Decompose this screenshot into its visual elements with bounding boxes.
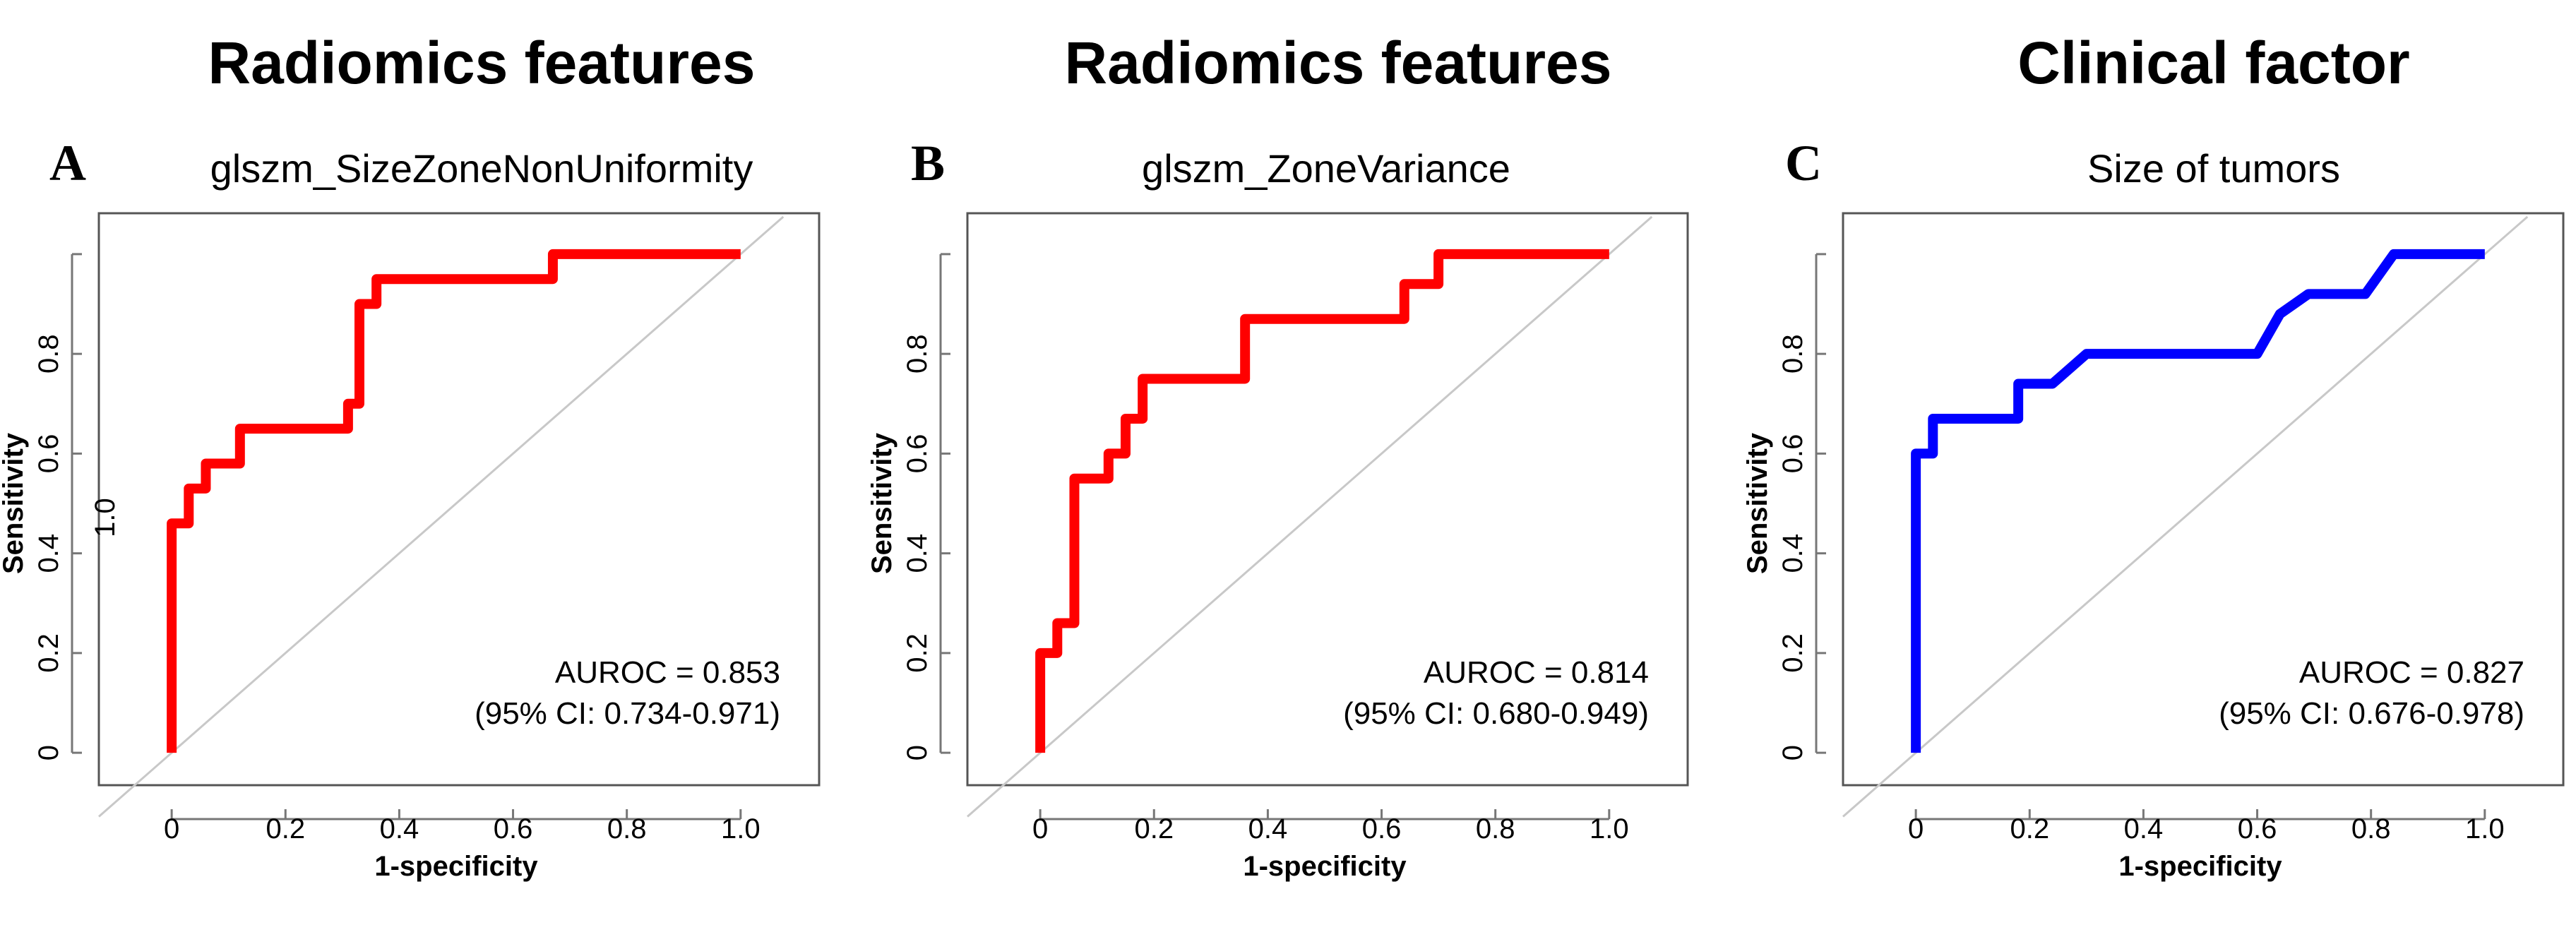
x-tick-label: 0.4 (1248, 813, 1288, 845)
x-tick-label: 0.8 (607, 813, 647, 845)
x-tick-label: 0.2 (2010, 813, 2049, 845)
y-tick-label: 0.2 (902, 633, 933, 673)
y-tick-label: 0.8 (1777, 334, 1808, 374)
roc-panel-b: Radiomics features B glszm_ZoneVariance 0 0.… (866, 30, 1689, 882)
column-header: Radiomics features (1065, 30, 1612, 96)
panel-letter: C (1785, 135, 1822, 191)
y-tick-label: 0.6 (33, 434, 64, 474)
x-tick-label: 0.4 (2124, 813, 2164, 845)
panel-title: Size of tumors (2087, 146, 2340, 191)
auroc-value: AUROC = 0.827 (2299, 655, 2524, 690)
x-tick-label: 0.6 (494, 813, 533, 845)
auroc-ci: (95% CI: 0.680-0.949) (1343, 696, 1649, 731)
y-axis-label: Sensitivity (1742, 432, 1773, 574)
y-tick-label: 0.6 (902, 434, 933, 474)
stray-y-label: 1.0 (90, 498, 121, 537)
x-axis-label: 1-specificity (1243, 851, 1407, 882)
x-tick-label: 0.2 (266, 813, 305, 845)
y-tick-label: 0.6 (1777, 434, 1808, 474)
x-axis-label: 1-specificity (2118, 851, 2282, 882)
x-tick-label: 1.0 (1590, 813, 1629, 845)
panel-letter: A (49, 135, 86, 191)
roc-curve-line (1035, 249, 1609, 753)
plot-frame (1842, 212, 2565, 787)
y-axis-label: Sensitivity (866, 432, 898, 574)
y-tick-label: 0.4 (33, 534, 64, 573)
x-tick-label: 1.0 (2465, 813, 2505, 845)
roc-panel-c: Clinical factor C Size of tumors 0 0.2 0.4 0.6… (1742, 30, 2565, 882)
roc-panel-a: Radiomics features A glszm_SizeZoneNonUnif… (0, 30, 821, 882)
x-tick-label: 0.2 (1134, 813, 1174, 845)
column-header: Radiomics features (208, 30, 756, 96)
y-tick-label: 0.2 (1777, 633, 1808, 673)
panel-title: glszm_SizeZoneNonUniformity (210, 146, 753, 191)
roc-curve-line (167, 249, 741, 753)
x-tick-label: 0 (1032, 813, 1048, 845)
reference-diagonal (1842, 215, 2529, 818)
roc-curve-line (1911, 249, 2485, 753)
plot-frame (97, 212, 821, 787)
y-tick-label: 0.4 (902, 534, 933, 573)
auroc-value: AUROC = 0.814 (1424, 655, 1649, 690)
y-tick-label: 0.2 (33, 633, 64, 673)
x-tick-label: 0.6 (1362, 813, 1402, 845)
y-axis-label: Sensitivity (0, 432, 29, 574)
panel-letter: B (911, 135, 945, 191)
plot-frame (966, 212, 1689, 787)
x-tick-label: 1.0 (721, 813, 761, 845)
auroc-ci: (95% CI: 0.676-0.978) (2219, 696, 2524, 731)
panel-title: glszm_ZoneVariance (1142, 146, 1510, 191)
x-tick-label: 0.8 (2351, 813, 2391, 845)
x-tick-label: 0.8 (1476, 813, 1515, 845)
y-tick-label: 0.8 (33, 334, 64, 374)
auroc-ci: (95% CI: 0.734-0.971) (475, 696, 780, 731)
x-tick-label: 0.6 (2238, 813, 2277, 845)
x-tick-label: 0 (164, 813, 179, 845)
x-tick-label: 0.4 (380, 813, 419, 845)
reference-diagonal (967, 215, 1653, 818)
x-tick-label: 0 (1908, 813, 1924, 845)
y-tick-label: 0.4 (1777, 534, 1808, 573)
y-tick-label: 0.8 (902, 334, 933, 374)
y-tick-label: 0 (902, 745, 933, 760)
reference-diagonal (98, 215, 785, 818)
column-header: Clinical factor (2017, 30, 2409, 96)
y-tick-label: 0 (1777, 745, 1808, 760)
auroc-value: AUROC = 0.853 (555, 655, 780, 690)
x-axis-label: 1-specificity (374, 851, 538, 882)
y-tick-label: 0 (33, 745, 64, 760)
